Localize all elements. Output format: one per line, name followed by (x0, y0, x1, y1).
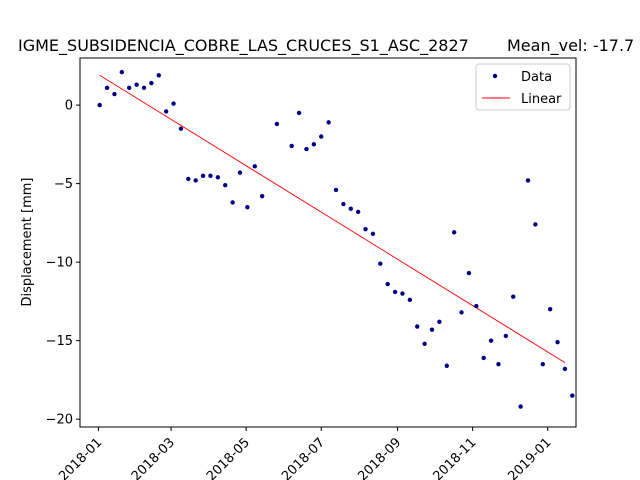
x-tick-label: 2018-07 (279, 435, 328, 480)
data-point (429, 327, 435, 332)
data-point (370, 231, 376, 237)
y-tick-label: −5 (54, 177, 73, 192)
data-point (319, 134, 324, 139)
data-point (400, 291, 405, 296)
data-point (230, 200, 235, 205)
data-point (127, 85, 132, 91)
data-point (562, 366, 568, 372)
legend-label-data: Data (521, 70, 552, 85)
data-point (511, 294, 516, 299)
plot-area (97, 69, 575, 409)
data-point (488, 338, 494, 343)
data-point (156, 73, 161, 78)
data-point (503, 333, 509, 339)
data-point (134, 82, 139, 87)
linear-fit-line (99, 74, 566, 364)
data-point (296, 110, 302, 116)
data-point (444, 363, 449, 368)
data-point (141, 85, 147, 91)
data-point (474, 303, 479, 309)
data-point (385, 281, 390, 287)
x-tick-label: 2018-11 (430, 435, 479, 480)
data-point (252, 164, 257, 169)
y-tick-label: −10 (46, 256, 73, 271)
y-axis: 0 −5 −10 −15 −20 (46, 99, 80, 428)
data-point (237, 170, 243, 175)
chart-subtitle: Mean_vel: -17.7 (507, 36, 634, 56)
data-point (540, 361, 545, 367)
data-point (422, 341, 427, 346)
data-point (200, 173, 206, 178)
data-point (547, 307, 553, 312)
data-point (415, 324, 420, 329)
data-point (555, 340, 560, 345)
y-axis-label: Displacement [mm] (20, 178, 35, 307)
y-tick-label: 0 (65, 99, 73, 114)
data-point (341, 201, 346, 207)
x-tick-label: 2018-09 (355, 435, 404, 480)
y-tick-label: −15 (46, 334, 73, 349)
plot-frame (79, 57, 577, 428)
x-axis: 2018-01 2018-03 2018-05 2018-07 2018-09 2018-… (56, 427, 555, 480)
legend-marker-data (492, 73, 498, 79)
data-point (245, 204, 250, 210)
data-point (104, 85, 110, 91)
data-point (119, 69, 125, 75)
data-point (348, 206, 353, 211)
data-point (171, 101, 176, 106)
data-point (466, 270, 472, 276)
data-point (193, 178, 198, 183)
data-point (112, 91, 117, 97)
chart-title: IGME_SUBSIDENCIA_COBRE_LAS_CRUCES_S1_ASC… (18, 36, 469, 56)
data-point (533, 222, 538, 227)
data-point (326, 120, 331, 125)
x-tick-label: 2018-01 (56, 435, 105, 480)
data-point (333, 187, 339, 193)
data-point (215, 175, 221, 180)
data-point (451, 230, 457, 235)
data-point (570, 393, 575, 398)
data-point (407, 297, 413, 303)
data-point (378, 261, 383, 266)
data-point (311, 142, 317, 147)
data-point (149, 80, 154, 86)
data-point (481, 355, 486, 361)
data-point (274, 121, 280, 127)
legend: Data Linear (475, 63, 571, 111)
data-point (355, 209, 361, 215)
data-point (163, 109, 169, 114)
x-tick-label: 2018-05 (204, 435, 253, 480)
data-point (186, 176, 191, 182)
y-tick-label: −20 (46, 413, 73, 428)
data-point (459, 310, 464, 315)
data-point (223, 182, 228, 188)
data-point (304, 146, 309, 152)
data-point (363, 226, 368, 232)
data-point (392, 289, 398, 295)
legend-label-linear: Linear (521, 92, 562, 107)
x-tick-label: 2018-03 (129, 435, 178, 480)
data-point (496, 361, 501, 367)
data-point (259, 193, 265, 199)
x-tick-label: 2019-01 (505, 435, 554, 480)
data-point (437, 319, 442, 324)
data-point (97, 102, 102, 108)
data-point (208, 173, 213, 178)
data-point (178, 126, 184, 131)
data-point (518, 404, 523, 409)
data-point (525, 178, 531, 183)
data-point (289, 143, 294, 149)
